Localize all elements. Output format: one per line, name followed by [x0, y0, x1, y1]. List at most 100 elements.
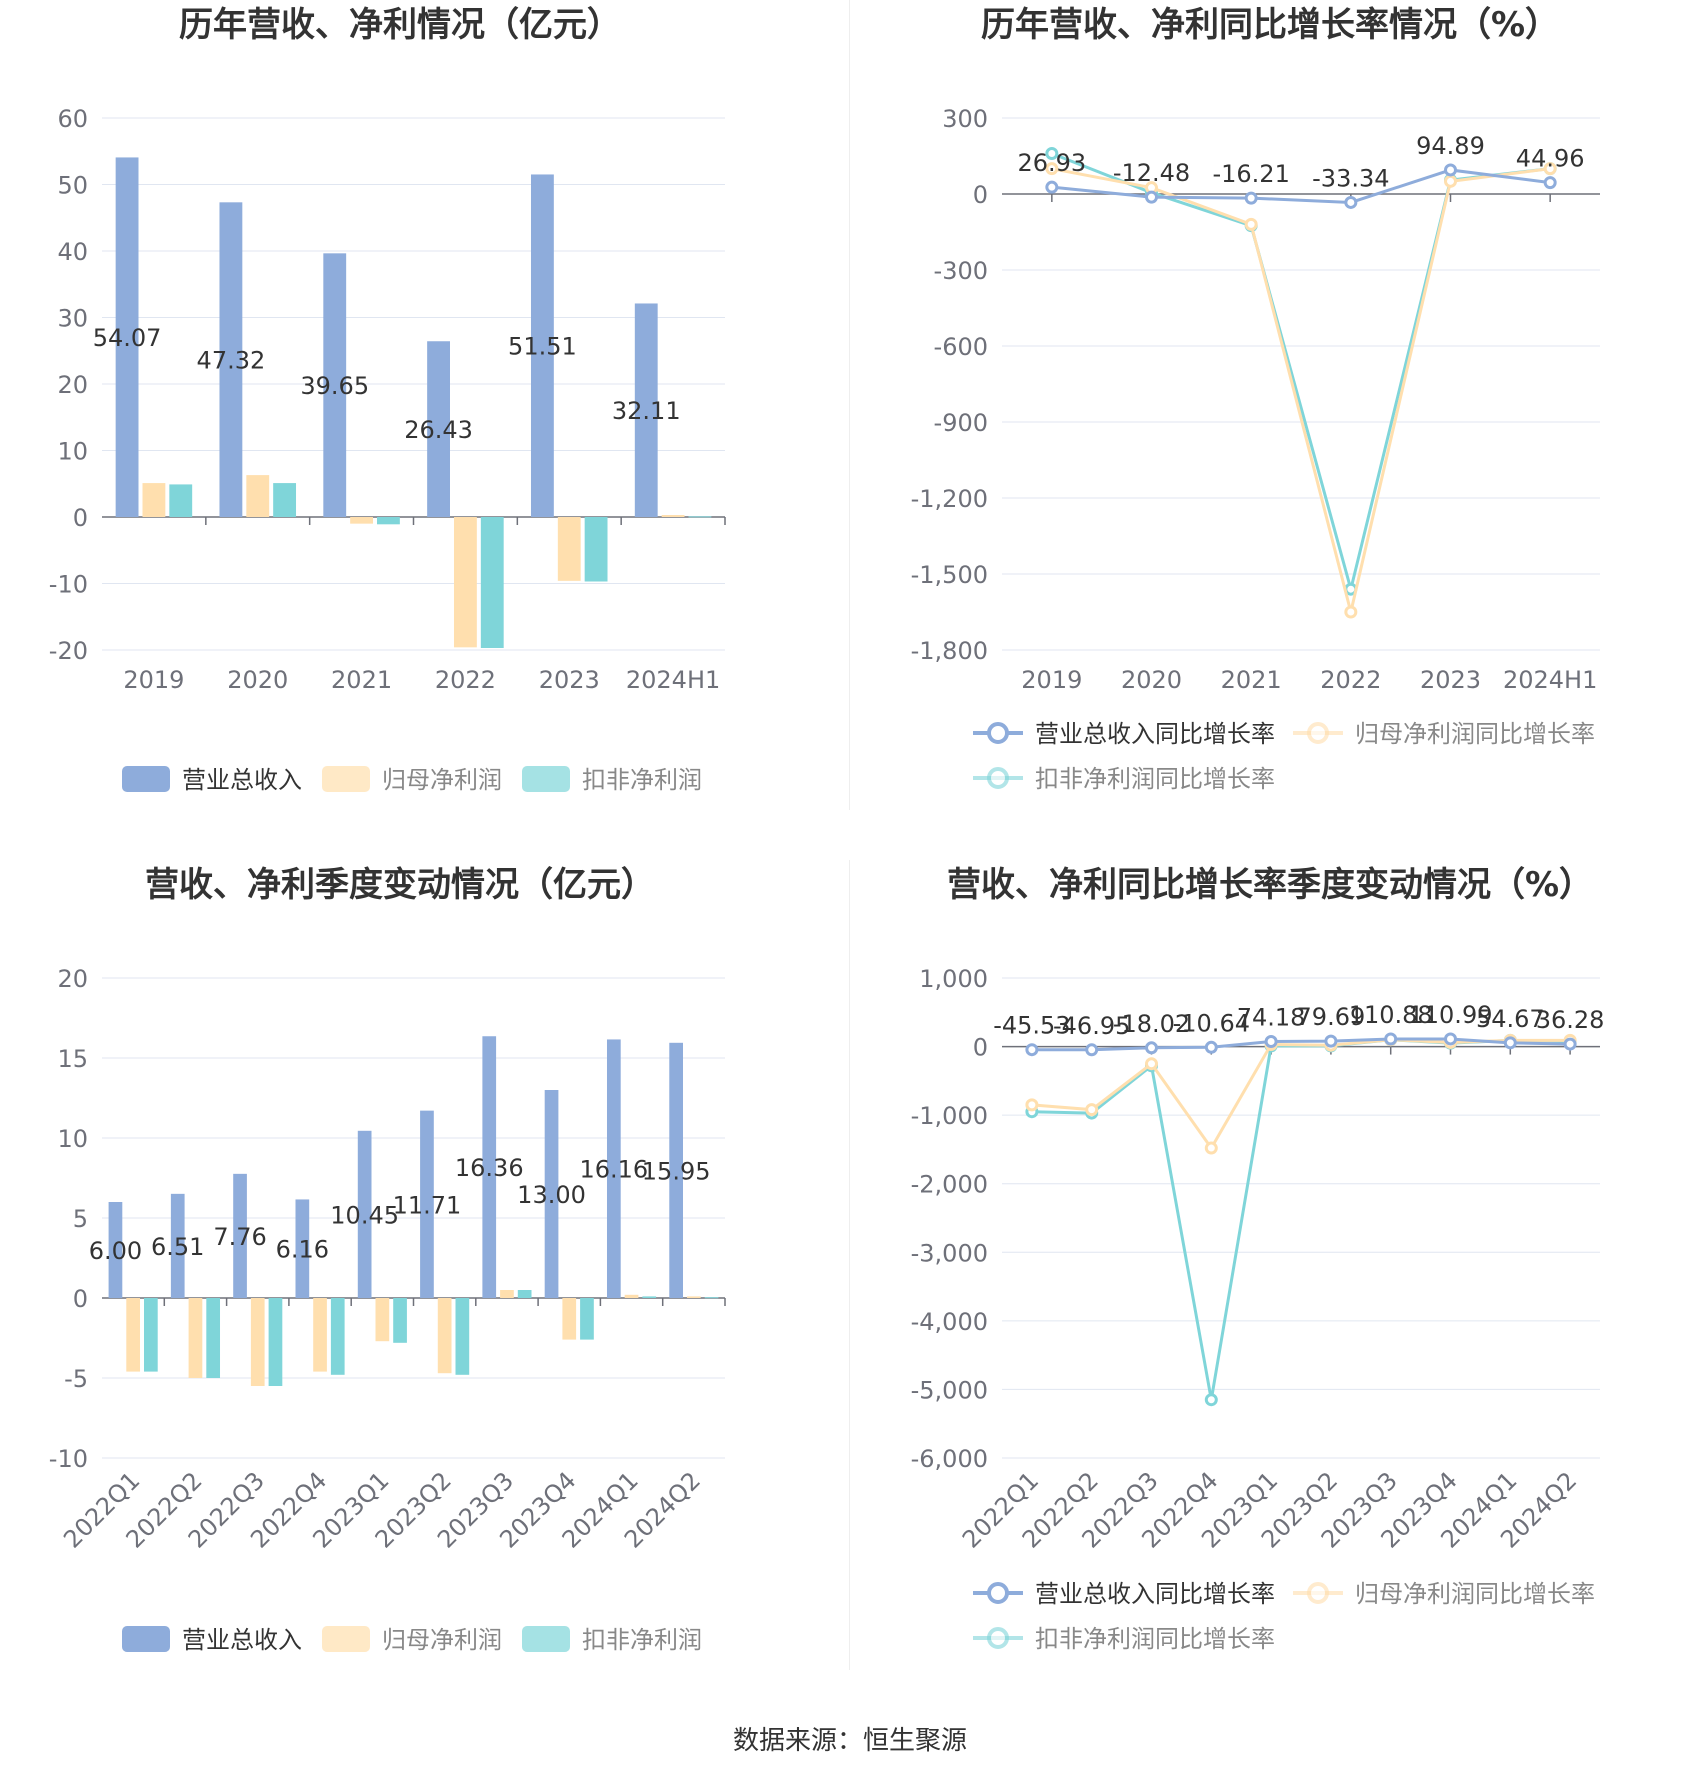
y-tick-label: 50 [57, 172, 88, 200]
annual-growth-chart-svg: 历年营收、净利同比增长率情况（%） 300 0 -300 -600 -900 -1,200 -… [911, 5, 1600, 793]
point-营业总收入同比增长率-2020 [1145, 190, 1158, 204]
point-营业总收入同比增长率-2023Q4 [1444, 1032, 1457, 1046]
legend-swatch [522, 766, 570, 792]
bar-营业总收入-2023 [530, 174, 554, 517]
bar-扣非净利润-2022Q2 [206, 1298, 221, 1378]
y-tick-label: 10 [57, 438, 88, 466]
vertical-divider-top [849, 0, 850, 810]
point-营业总收入同比增长率-2022Q4 [1204, 1040, 1218, 1054]
y-tick-label: -1,500 [911, 561, 988, 589]
line-扣非净利润同比增长率 [1051, 152, 1551, 596]
legend-item-归母净利润[interactable]: 归母净利润 [322, 766, 502, 794]
y-tick-label: -1,200 [911, 485, 988, 513]
y-tick-label: 15 [57, 1045, 88, 1073]
legend-swatch [522, 1626, 570, 1652]
point-归母净利润同比增长率-2023 [1444, 174, 1457, 188]
legend-item-营业总收入[interactable]: 营业总收入 [122, 1626, 302, 1654]
bar-扣非净利润-2023Q2 [455, 1298, 470, 1375]
legend-item-扣非净利润同比增长率[interactable]: 扣非净利润同比增长率 [973, 1625, 1275, 1653]
y-tick-label: 0 [73, 504, 88, 532]
data-label: 54.67 [1476, 1005, 1545, 1033]
data-label: 13.00 [517, 1181, 586, 1209]
legend-item-归母净利润[interactable]: 归母净利润 [322, 1626, 502, 1654]
legend-item-扣非净利润[interactable]: 扣非净利润 [522, 766, 702, 794]
legend-label: 扣非净利润同比增长率 [1035, 1625, 1275, 1653]
legend-swatch [322, 766, 370, 792]
bar-归母净利润-2022Q1 [126, 1298, 141, 1372]
line-营业总收入同比增长率 [1051, 168, 1551, 204]
y-tick-label: 40 [57, 238, 88, 266]
legend-item-营业总收入同比增长率[interactable]: 营业总收入同比增长率 [973, 720, 1275, 748]
x-tick-label: 2019 [1021, 666, 1082, 694]
chart-title: 历年营收、净利情况（亿元） [179, 5, 621, 45]
bar-营业总收入-2023Q4 [544, 1090, 559, 1298]
data-label: 36.28 [1536, 1006, 1605, 1034]
line-归母净利润同比增长率 [1031, 1038, 1571, 1151]
x-tick-label: 2021 [331, 666, 392, 694]
legend-item-归母净利润同比增长率[interactable]: 归母净利润同比增长率 [1293, 1580, 1595, 1608]
bar-营业总收入-2019 [115, 157, 139, 517]
data-label: 6.16 [276, 1236, 329, 1264]
bar-扣非净利润-2024H1 [688, 516, 712, 518]
bar-归母净利润-2023 [557, 517, 581, 581]
bar-营业总收入-2023Q2 [420, 1110, 434, 1298]
point-归母净利润同比增长率-2022Q4 [1204, 1141, 1218, 1155]
legend-label: 扣非净利润同比增长率 [1035, 765, 1275, 793]
x-tick-label: 2024H1 [626, 666, 720, 694]
bar-扣非净利润-2019 [169, 484, 193, 517]
legend-item-营业总收入同比增长率[interactable]: 营业总收入同比增长率 [973, 1580, 1275, 1608]
legend-label: 营业总收入 [182, 766, 302, 794]
data-label: 51.51 [508, 333, 577, 361]
data-label: 6.51 [151, 1233, 204, 1261]
y-tick-label: -4,000 [911, 1308, 988, 1336]
legend-item-扣非净利润同比增长率[interactable]: 扣非净利润同比增长率 [973, 765, 1275, 793]
bar-扣非净利润-2020 [273, 483, 297, 517]
bar-营业总收入-2020 [219, 202, 243, 517]
point-归母净利润同比增长率-2022Q1 [1025, 1098, 1039, 1112]
data-label: 16.16 [579, 1156, 648, 1184]
bar-扣非净利润-2024Q2 [704, 1297, 719, 1299]
legend-label: 归母净利润同比增长率 [1355, 1580, 1595, 1608]
legend-marker [1307, 1582, 1329, 1604]
y-tick-label: -1,000 [911, 1102, 988, 1130]
bar-归母净利润-2022 [453, 517, 477, 648]
point-营业总收入同比增长率-2023Q1 [1264, 1034, 1278, 1048]
legend-swatch [122, 1626, 170, 1652]
point-营业总收入同比增长率-2023Q2 [1324, 1034, 1338, 1048]
bar-归母净利润-2023Q2 [437, 1298, 452, 1374]
data-label: 10.45 [330, 1201, 399, 1229]
x-tick-label: 2020 [227, 666, 288, 694]
bar-营业总收入-2024Q2 [669, 1042, 683, 1298]
legend-label: 营业总收入 [182, 1626, 302, 1654]
legend-label: 营业总收入同比增长率 [1035, 720, 1275, 748]
y-tick-label: -6,000 [911, 1445, 988, 1473]
point-营业总收入同比增长率-2023 [1444, 163, 1457, 177]
bar-扣非净利润-2023 [584, 517, 608, 582]
y-tick-label: -10 [49, 571, 88, 599]
bar-营业总收入-2022Q3 [233, 1173, 247, 1298]
y-tick-label: -900 [934, 409, 988, 437]
y-tick-label: 0 [973, 181, 988, 209]
annual-amount-chart: 历年营收、净利情况（亿元） 60 50 40 30 20 10 0 -10 -20 2019 2020… [0, 0, 850, 860]
legend-item-归母净利润同比增长率[interactable]: 归母净利润同比增长率 [1293, 720, 1595, 748]
point-营业总收入同比增长率-2021 [1244, 191, 1258, 205]
data-label: 79.69 [1297, 1003, 1366, 1031]
y-tick-label: 300 [942, 105, 988, 133]
y-tick-label: -3,000 [911, 1239, 988, 1267]
data-label: 39.65 [300, 372, 369, 400]
legend-item-营业总收入[interactable]: 营业总收入 [122, 766, 302, 794]
legend-item-扣非净利润[interactable]: 扣非净利润 [522, 1626, 702, 1654]
line-归母净利润同比增长率 [1051, 167, 1551, 613]
bar-扣非净利润-2021 [377, 517, 400, 525]
chart-title: 历年营收、净利同比增长率情况（%） [981, 5, 1559, 45]
point-归母净利润同比增长率-2021 [1244, 217, 1258, 231]
x-tick-label: 2020 [1121, 666, 1182, 694]
data-label: 47.32 [197, 347, 266, 375]
point-营业总收入同比增长率-2022Q3 [1145, 1041, 1158, 1055]
vertical-divider-bottom [849, 860, 850, 1670]
data-label: 15.95 [642, 1157, 711, 1185]
data-label: -10.64 [1173, 1009, 1250, 1037]
legend-marker [1307, 722, 1329, 744]
bar-归母净利润-2023Q3 [500, 1290, 514, 1298]
bar-营业总收入-2024H1 [634, 303, 658, 517]
